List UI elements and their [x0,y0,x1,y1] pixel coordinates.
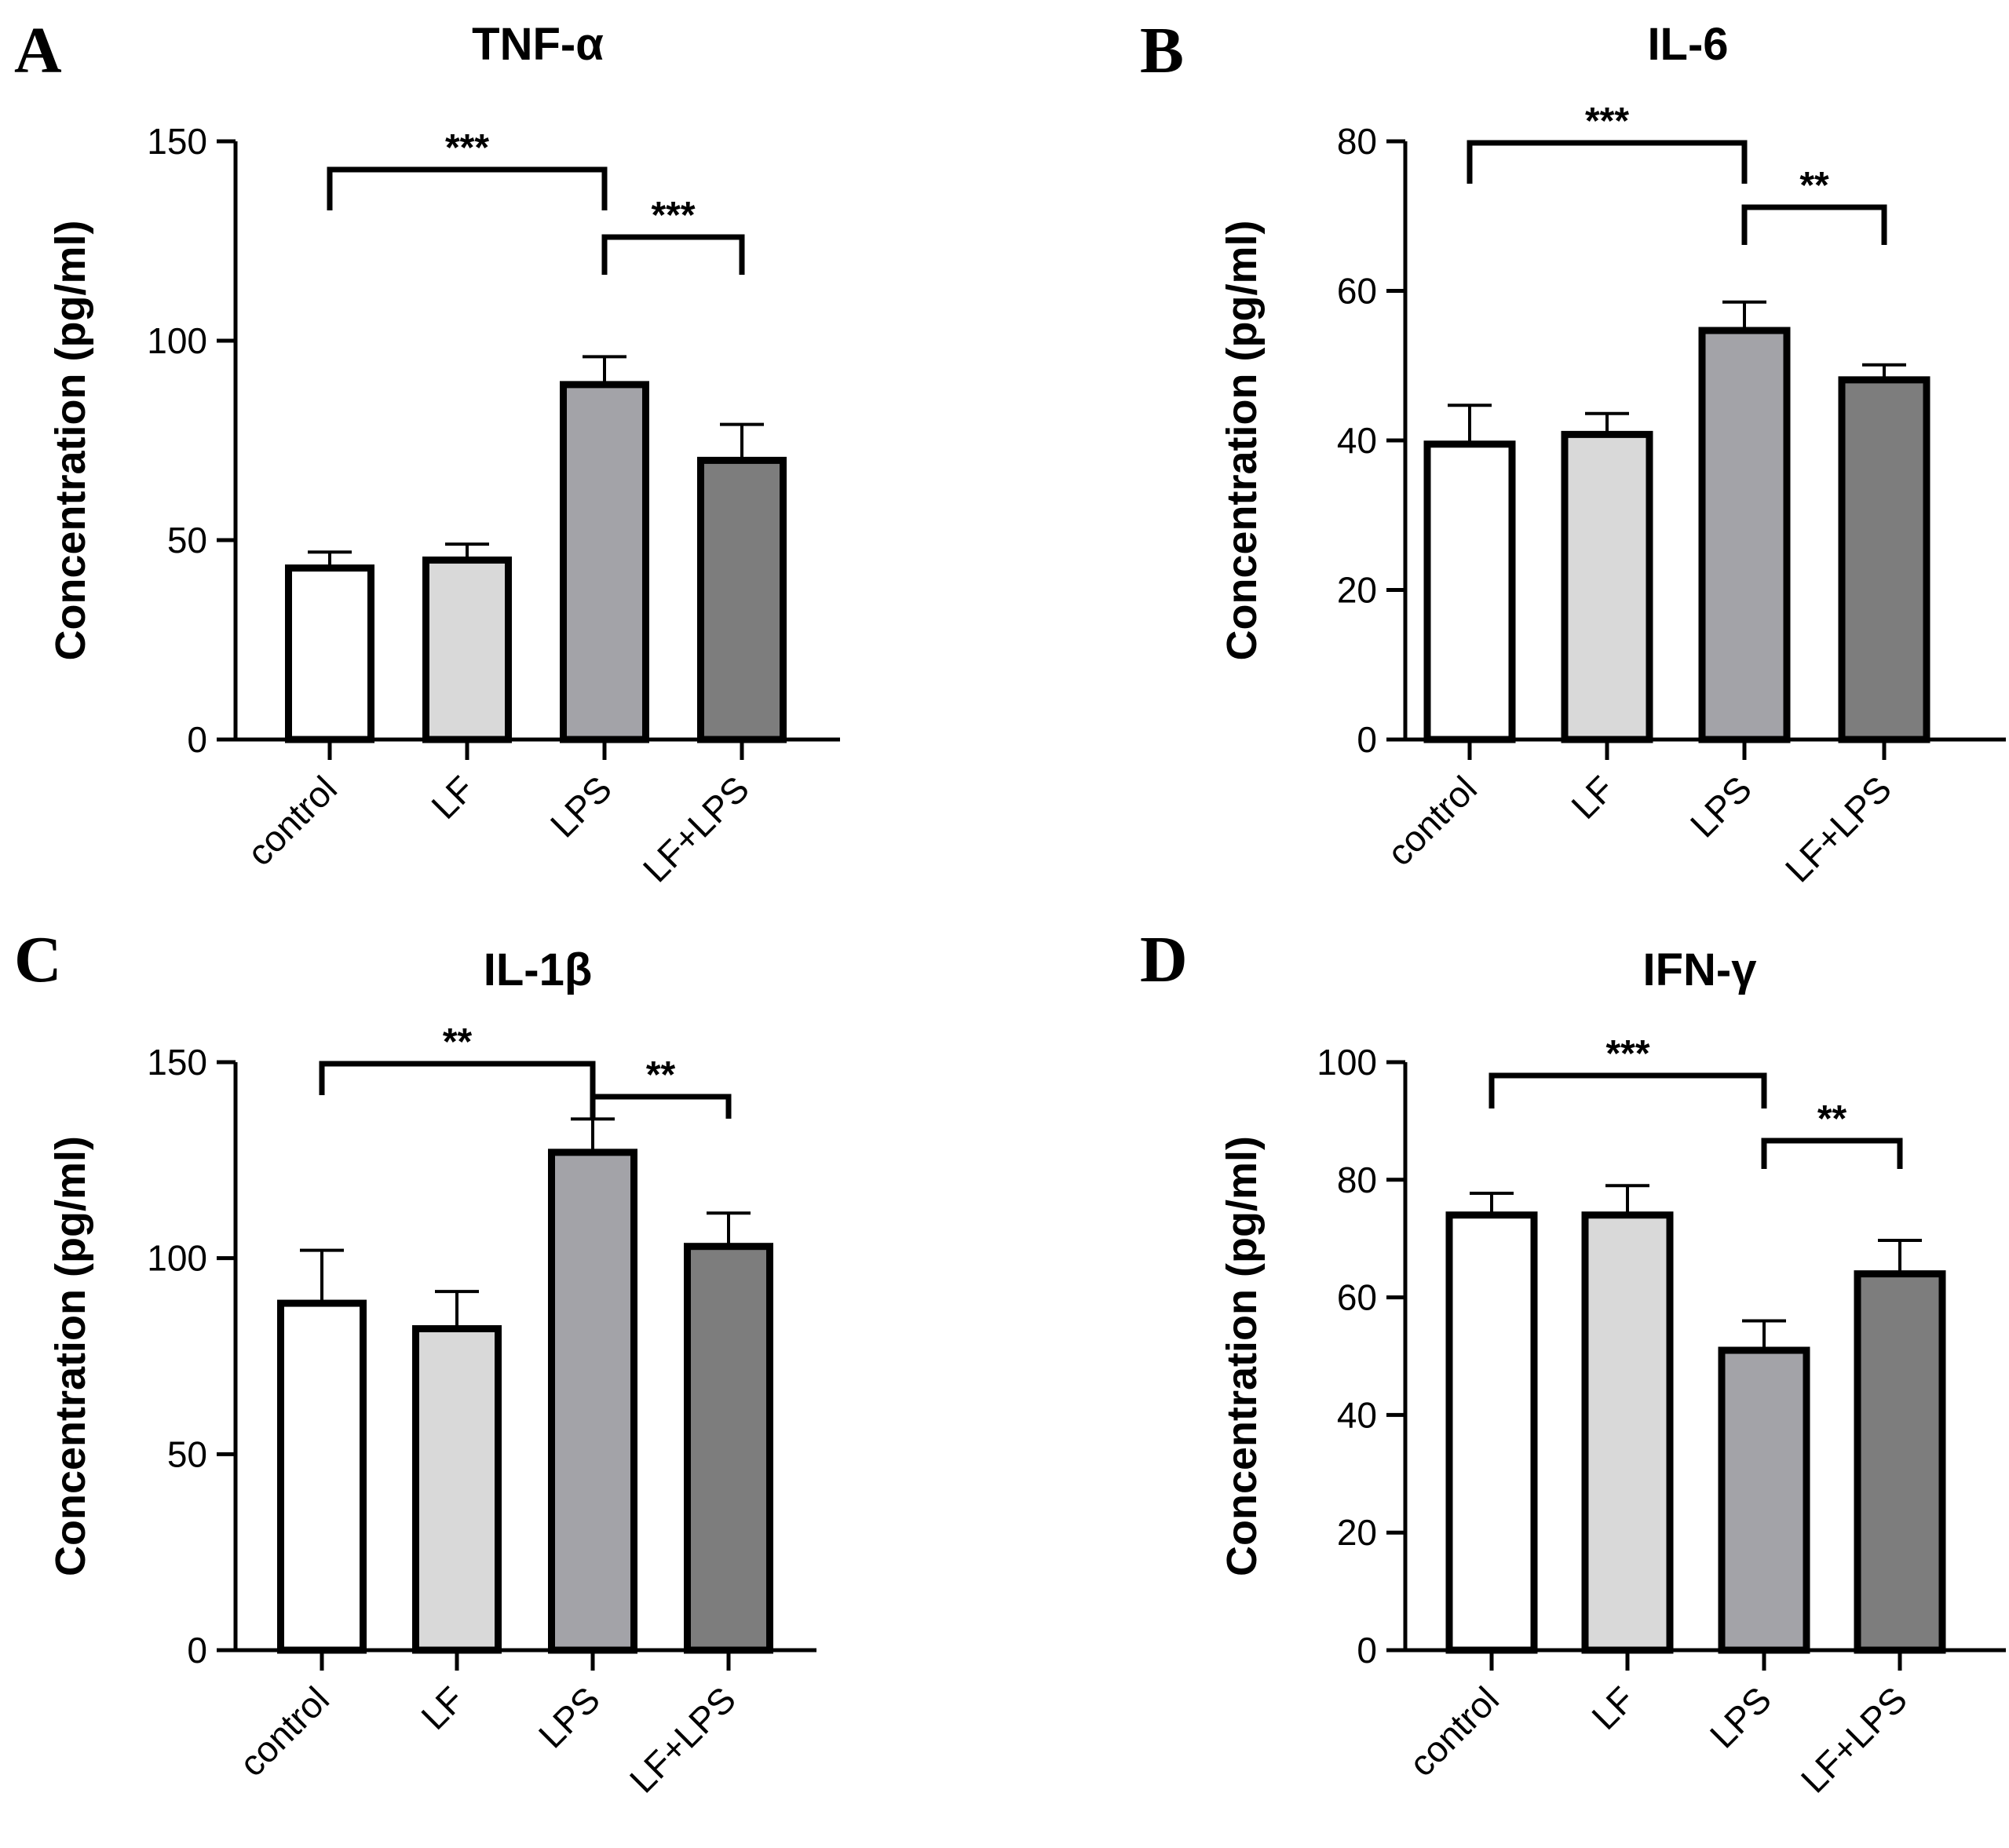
bar-control [1423,440,1516,743]
y-tick-label: 0 [187,719,207,760]
y-tick-label: 20 [1337,1512,1377,1553]
y-tick-label: 100 [1317,1042,1377,1083]
x-tick-label: control [232,1678,337,1784]
y-tick-label: 0 [1357,719,1377,760]
x-tick-label: control [239,768,345,873]
significance-bracket [327,166,608,210]
significance-bracket [1467,140,1748,184]
x-tick-label: LPS [531,1678,608,1755]
x-tick-label: LPS [1682,768,1759,845]
significance-bracket [601,234,745,275]
y-tick-label: 80 [1337,1160,1377,1200]
y-tick-label: 50 [167,520,207,561]
bar-lps [560,381,649,743]
x-tick-label: LF [1563,768,1622,827]
y-axis-label: Concentration (pg/ml) [1218,221,1266,661]
y-tick-label: 60 [1337,271,1377,312]
bar-control [1445,1211,1538,1654]
y-axis-label: Concentration (pg/ml) [1218,1136,1266,1576]
y-tick-label: 100 [147,1238,207,1279]
x-tick-label: control [1401,1678,1507,1784]
chart-panel-d: D IFN-γ Concentration (pg/ml) 0 20 40 60 80 100 c… [1140,923,2006,1801]
x-tick-label: LPS [542,768,619,845]
y-tick-label: 0 [1357,1630,1377,1671]
bar-lps [1698,327,1791,743]
chart-panel-c: C IL-1β Concentration (pg/ml) 0 50 100 150 cont… [14,923,816,1801]
chart-title: IFN-γ [1643,944,1758,995]
x-tick-label: LF [423,768,482,827]
chart-title: TNF-α [472,19,604,70]
bar-lf [1581,1211,1674,1654]
significance-label: ** [1817,1098,1847,1140]
y-tick-label: 60 [1337,1277,1377,1318]
x-tick-label: LF+LPS [622,1678,743,1800]
y-tick-label: 150 [147,1042,207,1083]
panel-letter: A [14,14,62,87]
x-tick-label: LF [1583,1678,1642,1737]
bar-lps [548,1149,637,1654]
significance-bracket [1488,1072,1767,1108]
significance-label: ** [1799,165,1829,206]
chart-panel-b: B IL-6 Concentration (pg/ml) 0 20 40 60 80 contr… [1140,14,2006,890]
significance-bracket [1761,1138,1903,1169]
bar-lps [1718,1346,1810,1654]
bar-control [277,1299,367,1654]
bar-lf-plus-lps [1838,376,1930,743]
panel-letter: C [14,923,62,996]
significance-label: *** [1605,1033,1649,1075]
y-tick-label: 50 [167,1433,207,1474]
x-tick-label: LF+LPS [635,768,757,889]
y-tick-label: 0 [187,1630,207,1671]
y-tick-label: 100 [147,320,207,361]
y-tick-label: 40 [1337,420,1377,461]
y-tick-label: 150 [147,121,207,162]
x-tick-label: control [1379,768,1485,873]
panel-letter: B [1140,14,1184,87]
y-tick-label: 80 [1337,121,1377,162]
significance-bracket [1741,204,1887,245]
panel-letter: D [1140,923,1188,996]
x-tick-label: LF+LPS [1777,768,1899,889]
bar-lf-plus-lps [684,1243,773,1654]
x-tick-label: LPS [1702,1678,1779,1755]
x-tick-label: LF [413,1678,472,1737]
chart-title: IL-1β [484,944,593,995]
significance-label: *** [1585,100,1629,142]
y-axis-label: Concentration (pg/ml) [47,221,94,661]
bar-lf [412,1325,502,1654]
bar-lf [1561,430,1653,743]
y-axis-label: Concentration (pg/ml) [47,1136,94,1576]
y-tick-label: 20 [1337,570,1377,611]
significance-bracket [590,1094,732,1119]
bar-lf [422,556,512,743]
significance-label: ** [443,1021,473,1063]
bar-lf-plus-lps [1854,1270,1946,1654]
y-tick-label: 40 [1337,1394,1377,1435]
chart-panel-a: A TNF-α Concentration (pg/ml) 0 50 100 150 cont… [14,14,840,890]
significance-label: *** [651,195,695,236]
bar-control [285,564,374,743]
bar-lf-plus-lps [697,456,787,743]
significance-bracket [319,1061,596,1095]
significance-label: *** [445,127,489,169]
chart-title: IL-6 [1647,19,1728,70]
x-tick-label: LF+LPS [1793,1678,1915,1800]
significance-label: ** [646,1054,676,1096]
